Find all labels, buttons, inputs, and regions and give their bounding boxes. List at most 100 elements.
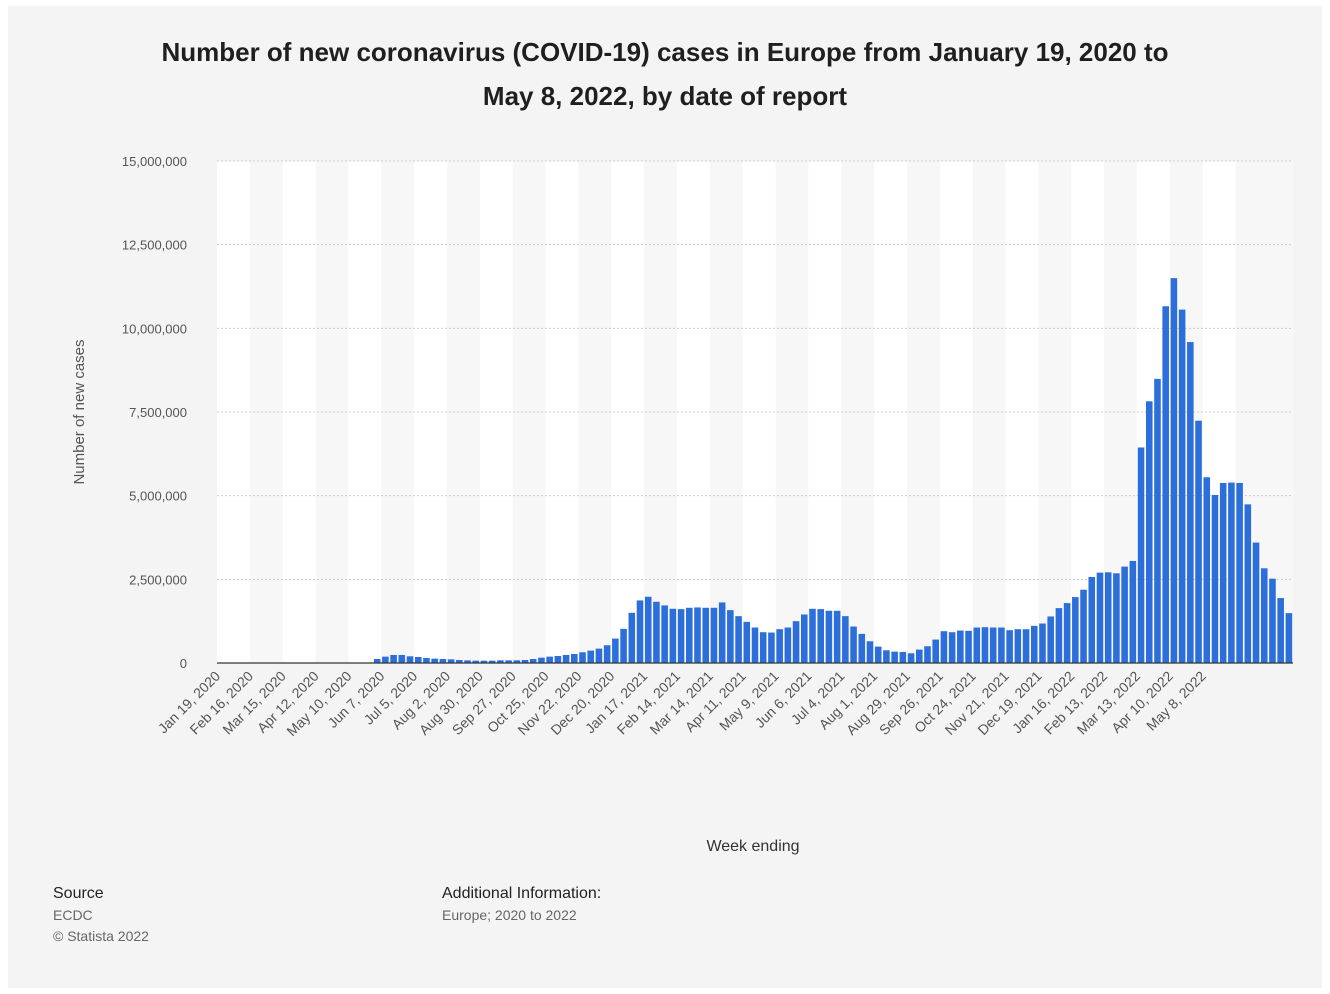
bar <box>702 607 710 663</box>
bar <box>1129 560 1137 663</box>
bar <box>694 607 701 663</box>
y-tick-label: 10,000,000 <box>122 321 187 336</box>
bar <box>390 654 397 663</box>
bar <box>1022 629 1030 663</box>
additional-info-text: Europe; 2020 to 2022 <box>442 907 577 923</box>
y-tick-label: 5,000,000 <box>129 489 187 504</box>
bar <box>924 646 931 663</box>
bar <box>1187 342 1194 663</box>
bar <box>546 656 553 663</box>
bar <box>891 651 898 663</box>
bar <box>792 621 800 663</box>
bar <box>620 628 627 663</box>
y-tick-label: 7,500,000 <box>129 405 187 420</box>
bar <box>1145 401 1153 663</box>
bar <box>1137 447 1145 663</box>
y-tick-label: 0 <box>180 656 187 671</box>
title-line-1: Number of new coronavirus (COVID-19) cas… <box>161 37 1169 67</box>
bar <box>874 646 882 663</box>
bar <box>1260 568 1268 663</box>
bar <box>456 659 463 663</box>
bar <box>538 657 545 663</box>
bar <box>1055 608 1063 663</box>
bar <box>1285 613 1293 663</box>
bar <box>488 660 496 663</box>
bar <box>1039 623 1046 663</box>
bar <box>1096 572 1104 663</box>
bar <box>587 650 595 663</box>
bar <box>817 609 824 663</box>
bar <box>1277 598 1284 663</box>
bar <box>447 659 455 663</box>
bar <box>727 610 734 663</box>
bar <box>406 656 414 663</box>
bar <box>571 653 578 663</box>
bar <box>595 648 603 663</box>
bar <box>562 654 570 663</box>
bar <box>973 627 981 663</box>
bar <box>1162 306 1169 663</box>
bar <box>998 627 1005 663</box>
bar <box>1063 603 1071 663</box>
bar <box>628 612 636 663</box>
bar <box>940 631 948 663</box>
bar <box>686 607 693 663</box>
bar <box>505 660 512 663</box>
bar <box>915 649 923 663</box>
bar <box>521 659 529 663</box>
bar <box>1252 542 1260 663</box>
y-tick-label: 2,500,000 <box>129 572 187 587</box>
bar <box>809 608 816 663</box>
bar <box>439 658 447 663</box>
bar <box>866 641 874 663</box>
bar <box>759 632 767 663</box>
bar <box>1178 309 1186 663</box>
bar <box>784 627 792 663</box>
bar <box>833 610 841 663</box>
plot-band <box>939 161 973 663</box>
bar <box>751 627 759 663</box>
title-line-2: May 8, 2022, by date of report <box>482 81 848 111</box>
bar <box>472 660 480 663</box>
bar <box>850 626 857 663</box>
bar <box>603 645 611 663</box>
bar <box>554 655 562 663</box>
bar <box>1203 477 1211 663</box>
bar <box>1228 482 1235 663</box>
bar <box>529 658 537 663</box>
bar <box>513 660 521 663</box>
bar <box>579 652 586 663</box>
bar <box>382 656 389 663</box>
bar <box>398 654 406 663</box>
bar <box>1170 278 1178 663</box>
additional-info-label: Additional Information: <box>442 885 602 902</box>
bar <box>1244 504 1252 663</box>
source-name: ECDC <box>53 907 93 923</box>
bar <box>1219 482 1227 663</box>
bar <box>718 602 726 663</box>
bar <box>1104 572 1112 663</box>
bar <box>842 616 849 663</box>
bar <box>423 657 430 663</box>
bar <box>414 656 422 663</box>
copyright-text: © Statista 2022 <box>53 928 149 944</box>
bar <box>981 627 989 663</box>
bar <box>1236 482 1243 663</box>
bar <box>464 660 471 663</box>
bar <box>1113 573 1120 663</box>
bar <box>948 632 956 663</box>
bar <box>1088 576 1096 663</box>
source-label: Source <box>53 885 104 902</box>
y-axis-label: Number of new cases <box>71 339 88 484</box>
bar <box>776 629 783 663</box>
x-axis-label: Week ending <box>706 838 799 855</box>
bar <box>644 596 652 663</box>
plot-band <box>479 161 513 663</box>
bar <box>1030 625 1038 663</box>
bar <box>1121 566 1128 663</box>
bar <box>1195 420 1202 663</box>
bar <box>480 660 488 663</box>
bar <box>957 630 964 663</box>
bar <box>1211 494 1219 663</box>
